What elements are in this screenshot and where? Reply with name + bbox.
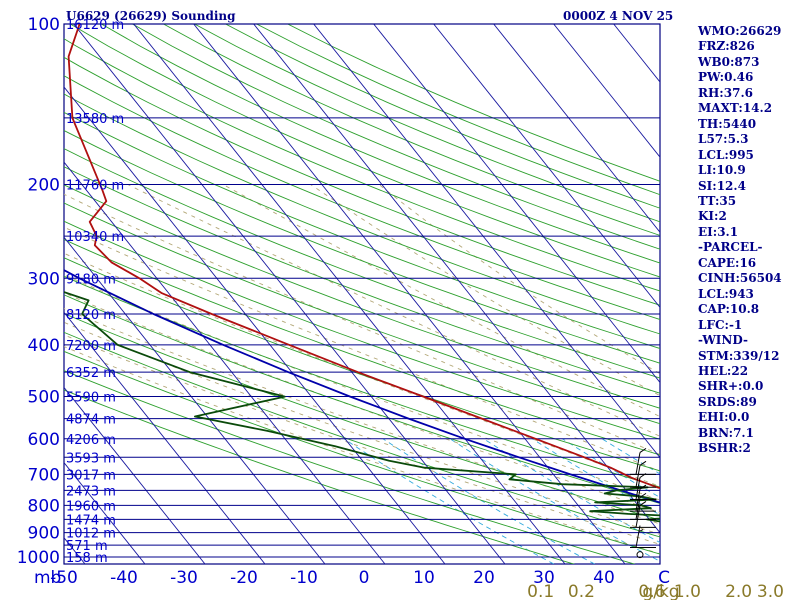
- height-label: 10340 m: [66, 230, 124, 245]
- mixing-ratio-tick-label: 2.0: [725, 582, 752, 600]
- index-entry: LI:10.9: [698, 163, 798, 178]
- height-label: 8120 m: [66, 308, 116, 323]
- index-entry: STM:339/12: [698, 349, 798, 364]
- index-entry: EI:3.1: [698, 225, 798, 240]
- index-entry: LCL:943: [698, 287, 798, 302]
- temperature-tick-label: -20: [230, 568, 258, 588]
- isotherm-line: [0, 12, 28, 568]
- height-label: 7200 m: [66, 339, 116, 354]
- index-entry: SI:12.4: [698, 179, 798, 194]
- pressure-tick-label: 700: [28, 465, 60, 485]
- index-entry: BRN:7.1: [698, 426, 798, 441]
- index-entry: FRZ:826: [698, 39, 798, 54]
- mixing-ratio-unit: g/kg: [642, 582, 679, 600]
- index-entry: TH:5440: [698, 117, 798, 132]
- temperature-tick-label: 20: [473, 568, 495, 588]
- pressure-tick-label: 500: [28, 388, 60, 408]
- height-label: 11760 m: [66, 178, 124, 193]
- height-label: 5590 m: [66, 391, 116, 406]
- index-entry: CAP:10.8: [698, 302, 798, 317]
- index-entry: SHR+:0.0: [698, 379, 798, 394]
- index-entry: HEL:22: [698, 364, 798, 379]
- index-entry: WMO:26629: [698, 24, 798, 39]
- mixing-ratio-tick-label: 0.1: [527, 582, 554, 600]
- temperature-tick-label: -40: [110, 568, 138, 588]
- height-label: 13580 m: [66, 112, 124, 127]
- temperature-tick-label: -10: [290, 568, 318, 588]
- pressure-tick-label: 300: [28, 269, 60, 289]
- height-label: 2473 m: [66, 484, 116, 499]
- mixing-ratio-tick-label: 0.2: [568, 582, 595, 600]
- height-label: 3017 m: [66, 468, 116, 483]
- index-entry: SRDS:89: [698, 395, 798, 410]
- pressure-tick-label: 800: [28, 496, 60, 516]
- pressure-labels: 100 200 300 400 500 600 700 800 900 1000: [17, 15, 60, 568]
- index-entry: CINH:56504: [698, 271, 798, 286]
- index-entry: -WIND-: [698, 333, 798, 348]
- pressure-tick-label: 600: [28, 430, 60, 450]
- chart-title: U6629 (26629) Sounding: [66, 9, 236, 23]
- index-entry: L57:5.3: [698, 132, 798, 147]
- index-entry: WB0:873: [698, 55, 798, 70]
- index-entry: KI:2: [698, 209, 798, 224]
- temperature-tick-label: -30: [170, 568, 198, 588]
- pressure-tick-label: 1000: [17, 548, 60, 568]
- mixing-ratio-tick-label: 3.0: [757, 582, 784, 600]
- index-entry: EHI:0.0: [698, 410, 798, 425]
- chart-time: 0000Z 4 NOV 25: [563, 9, 673, 23]
- index-entry: LCL:995: [698, 148, 798, 163]
- temperature-tick-label: 10: [413, 568, 435, 588]
- pressure-tick-label: 200: [28, 175, 60, 195]
- pressure-tick-label: 900: [28, 524, 60, 544]
- index-entry: PW:0.46: [698, 70, 798, 85]
- height-label: 4206 m: [66, 433, 116, 448]
- height-label: 3593 m: [66, 451, 116, 466]
- mixing-ratio-line: [659, 439, 800, 569]
- index-entry: BSHR:2: [698, 441, 798, 456]
- mixing-ratio-line: [721, 439, 800, 569]
- mixing-ratio-axis: 0.10.20.61.02.03.05.010.020.040.0g/kg: [527, 582, 800, 600]
- index-entry: -PARCEL-: [698, 240, 798, 255]
- pressure-tick-label: 400: [28, 336, 60, 356]
- stability-indices-panel: WMO:26629 FRZ:826 WB0:873 PW:0.46 RH:37.6 MAX…: [698, 24, 798, 457]
- height-label: 1960 m: [66, 499, 116, 514]
- temperature-tick-label: -50: [50, 568, 78, 588]
- temperature-tick-label: 0: [359, 568, 370, 588]
- height-label: 9180 m: [66, 272, 116, 287]
- index-entry: RH:37.6: [698, 86, 798, 101]
- height-label: 6352 m: [66, 366, 116, 381]
- height-label: 4874 m: [66, 413, 116, 428]
- pressure-tick-label: 100: [28, 15, 60, 35]
- mixing-ratio-line: [786, 439, 800, 569]
- index-entry: TT:35: [698, 194, 798, 209]
- index-entry: MAXT:14.2: [698, 101, 798, 116]
- index-entry: LFC:-1: [698, 318, 798, 333]
- height-label: 158 m: [66, 551, 108, 566]
- index-entry: CAPE:16: [698, 256, 798, 271]
- temperature-tick-label: 40: [593, 568, 615, 588]
